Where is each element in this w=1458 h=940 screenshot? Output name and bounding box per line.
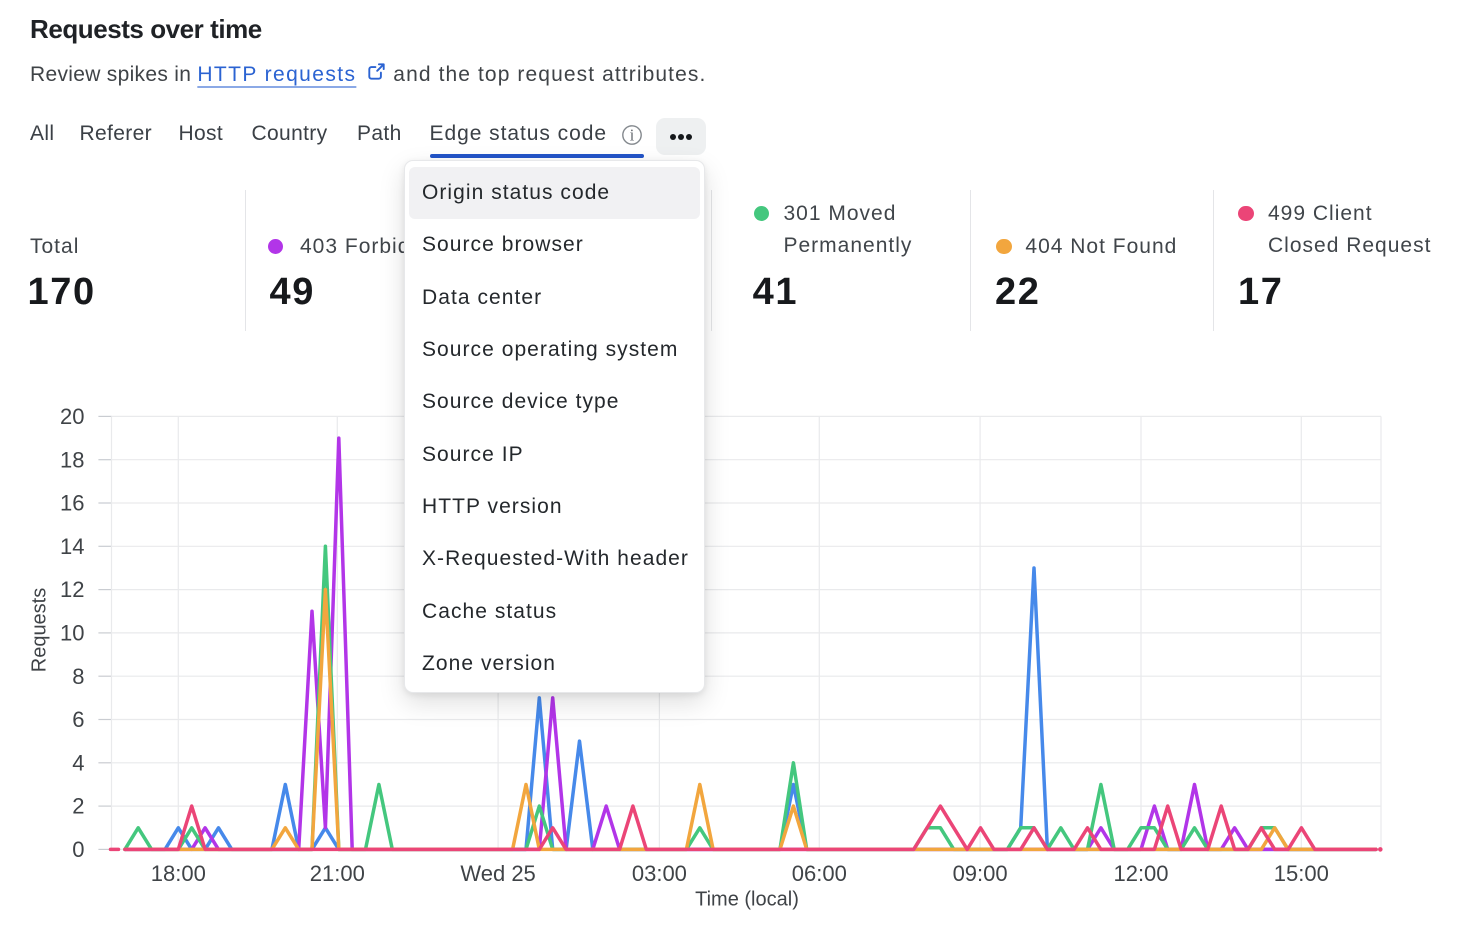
svg-text:8: 8 xyxy=(72,664,84,689)
svg-text:12:00: 12:00 xyxy=(1113,861,1168,886)
svg-text:16: 16 xyxy=(60,491,84,516)
svg-text:2: 2 xyxy=(72,794,84,819)
svg-text:21:00: 21:00 xyxy=(310,861,365,886)
svg-text:14: 14 xyxy=(60,534,84,559)
svg-text:i: i xyxy=(630,125,635,144)
svg-text:12: 12 xyxy=(60,577,84,602)
svg-text:10: 10 xyxy=(60,621,84,646)
svg-text:0: 0 xyxy=(72,837,84,862)
svg-text:20: 20 xyxy=(60,404,84,429)
svg-text:09:00: 09:00 xyxy=(953,861,1008,886)
svg-text:18:00: 18:00 xyxy=(151,861,206,886)
svg-text:4: 4 xyxy=(72,750,84,775)
svg-text:18: 18 xyxy=(60,447,84,472)
svg-text:6: 6 xyxy=(72,707,84,732)
svg-text:Time (local): Time (local) xyxy=(695,889,799,911)
svg-text:03:00: 03:00 xyxy=(632,861,687,886)
svg-text:Wed 25: Wed 25 xyxy=(460,861,535,886)
svg-text:06:00: 06:00 xyxy=(792,861,847,886)
svg-text:Requests: Requests xyxy=(29,588,51,673)
svg-text:15:00: 15:00 xyxy=(1274,861,1329,886)
